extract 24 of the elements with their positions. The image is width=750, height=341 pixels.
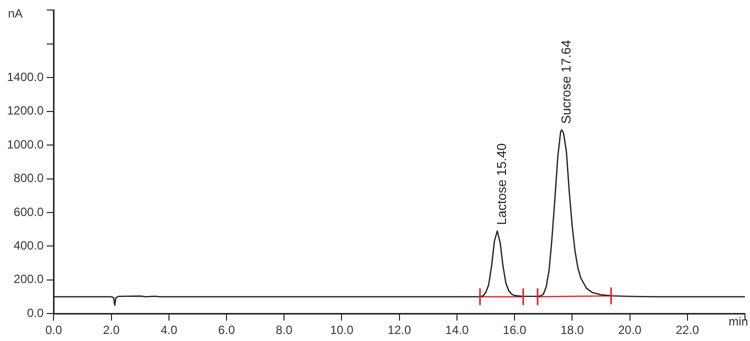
x-tick-label: 20.0 [618, 323, 642, 338]
y-tick-label: 0.0 [27, 306, 44, 320]
x-tick-label: 6.0 [218, 323, 236, 338]
annotation: Sucrose 17.64 [558, 40, 574, 124]
x-tick-label: 8.0 [276, 323, 293, 338]
annotation: Lactose 15.40 [494, 143, 509, 226]
y-tick-label: 600.0 [14, 204, 44, 219]
x-tick-label: 10.0 [330, 323, 354, 338]
x-tick-label: 12.0 [388, 323, 412, 338]
x-tick-label: 18.0 [560, 323, 584, 338]
x-tick-label: 4.0 [160, 323, 178, 338]
y-tick-label: 1200.0 [7, 104, 44, 118]
x-tick-label: 14.0 [445, 323, 469, 338]
y-tick-label: 400.0 [14, 238, 44, 252]
y-tick-label: 1000.0 [7, 137, 44, 152]
y-axis-title: nA [8, 6, 23, 20]
y-tick-label: 1400.0 [7, 70, 44, 84]
x-tick-label: 22.0 [676, 323, 700, 338]
x-tick-label: 0.0 [45, 323, 62, 338]
x-tick-label: 2.0 [102, 323, 120, 338]
y-tick-label: 200.0 [14, 272, 44, 286]
x-tick-label: 16.0 [502, 323, 527, 338]
x-axis-title: min [728, 314, 748, 328]
y-tick-label: 800.0 [14, 171, 44, 186]
